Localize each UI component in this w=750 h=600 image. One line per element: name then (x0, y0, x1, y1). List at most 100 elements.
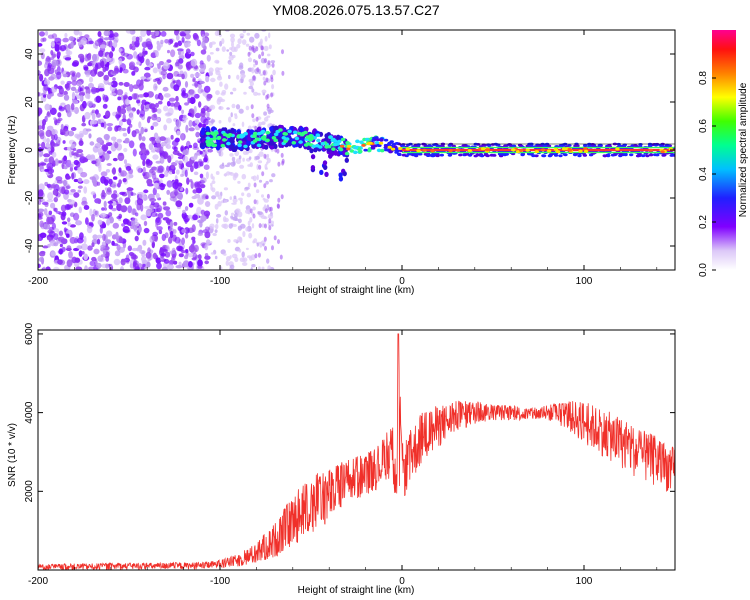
spectrogram-cell (71, 99, 79, 105)
spectrogram-cell (66, 259, 73, 268)
spectrogram-cell (377, 144, 382, 148)
spectrogram-cell (233, 239, 238, 243)
spectrogram-cell (270, 149, 274, 152)
spectrogram-cell (121, 223, 126, 227)
spectrogram-cell (156, 63, 161, 67)
spectrogram-cell (48, 226, 55, 231)
spectrogram-cell (165, 245, 170, 250)
spectrogram-cell (252, 213, 256, 219)
spectrogram-cell (131, 217, 138, 224)
spectrogram-cell (179, 70, 184, 75)
snr-ytick-label: 2000 (24, 480, 35, 503)
spectrogram-cell (228, 61, 233, 65)
spectrogram-xtick-label: 0 (399, 276, 405, 287)
spectrogram-cell (155, 50, 159, 58)
spectrogram-cell (264, 245, 267, 251)
spectrogram-cell (192, 239, 196, 244)
spectrogram-cell (189, 89, 196, 98)
spectrogram-cell (150, 201, 155, 206)
spectrogram-cell (232, 216, 238, 221)
spectrogram-cell (241, 173, 247, 180)
spectrogram-cell (51, 129, 58, 136)
spectrogram-cell (629, 153, 634, 157)
spectrogram-cell (75, 154, 82, 158)
spectrogram-cell (60, 123, 64, 130)
spectrogram-cell (149, 235, 155, 243)
spectrogram-cell (247, 164, 252, 167)
spectrogram-cell (96, 181, 101, 186)
spectrogram-cell (398, 147, 403, 150)
spectrogram-cell (269, 126, 274, 132)
spectrogram-cell (223, 187, 228, 191)
spectrogram-cell (45, 142, 50, 148)
spectrogram-cell (361, 143, 366, 147)
spectrogram-cell (220, 92, 226, 96)
spectrogram-cell (100, 122, 105, 128)
spectrogram-cell (57, 259, 63, 265)
spectrogram-cell (182, 149, 188, 156)
spectrogram-cell (252, 240, 256, 244)
spectrogram-cell (80, 37, 87, 46)
spectrogram-cell (80, 243, 88, 251)
spectrogram-cell (125, 30, 133, 34)
spectrogram-cell (281, 49, 284, 55)
spectrogram-cell (448, 149, 453, 153)
spectrogram-cell (177, 40, 183, 47)
spectrogram-cell (226, 141, 231, 146)
spectrogram-cell (255, 60, 258, 66)
spectrogram-cell (257, 266, 261, 270)
spectrogram-cell (268, 225, 272, 231)
spectrogram-cell (132, 148, 137, 157)
spectrogram-cell (186, 177, 190, 185)
spectrogram-cell (254, 253, 258, 259)
spectrogram-cell (146, 171, 153, 178)
spectrogram-cell (159, 136, 166, 142)
spectrogram-cell (263, 45, 269, 52)
spectrogram-cell (73, 192, 80, 198)
spectrogram-cell (178, 58, 184, 64)
spectrogram-cell (88, 266, 96, 270)
spectrogram-cell (236, 74, 240, 80)
spectrogram-cell (38, 263, 41, 268)
spectrogram-cell (177, 48, 184, 52)
spectrogram-cell (167, 155, 172, 164)
spectrogram-cell (85, 93, 90, 99)
spectrogram-cell (226, 49, 230, 52)
spectrogram-cell (49, 184, 57, 189)
spectrogram-cell (210, 252, 215, 255)
spectrogram-cell (138, 121, 142, 129)
spectrogram-cell (106, 142, 113, 147)
spectrogram-cell (245, 209, 251, 214)
spectrogram-cell (224, 210, 228, 216)
snr-xlabel: Height of straight line (km) (298, 585, 415, 596)
spectrogram-cell (249, 217, 253, 223)
spectrogram-cell (265, 180, 269, 185)
spectrogram-cell (105, 169, 111, 173)
spectrogram-cell (309, 148, 314, 154)
spectrogram-cell (91, 160, 97, 165)
spectrogram-cell (82, 158, 89, 163)
spectrogram-cell (271, 223, 274, 227)
spectrogram-cell (62, 140, 66, 144)
spectrogram-cell (462, 144, 468, 148)
spectrogram-cell (38, 129, 45, 137)
spectrogram-cell (160, 39, 164, 45)
spectrogram-cell (387, 145, 392, 149)
spectrogram-cell (271, 173, 276, 178)
spectrogram-cell (260, 215, 267, 219)
spectrogram-cell (223, 253, 227, 256)
spectrogram-cell (233, 195, 237, 200)
spectrogram-cell (176, 34, 180, 41)
spectrogram-cell (394, 151, 399, 154)
spectrogram-cell (162, 62, 170, 70)
spectrogram-cell (359, 140, 364, 144)
spectrogram-cell (237, 218, 242, 224)
spectrogram-cell (234, 150, 240, 157)
spectrogram-cell (66, 104, 71, 111)
spectrogram-cell (261, 51, 265, 57)
spectrogram-cell (74, 237, 78, 244)
spectrogram-cell (140, 146, 147, 154)
spectrogram-cell (91, 119, 98, 125)
spectrogram-cell (134, 39, 140, 48)
spectrogram-cell (182, 209, 186, 214)
